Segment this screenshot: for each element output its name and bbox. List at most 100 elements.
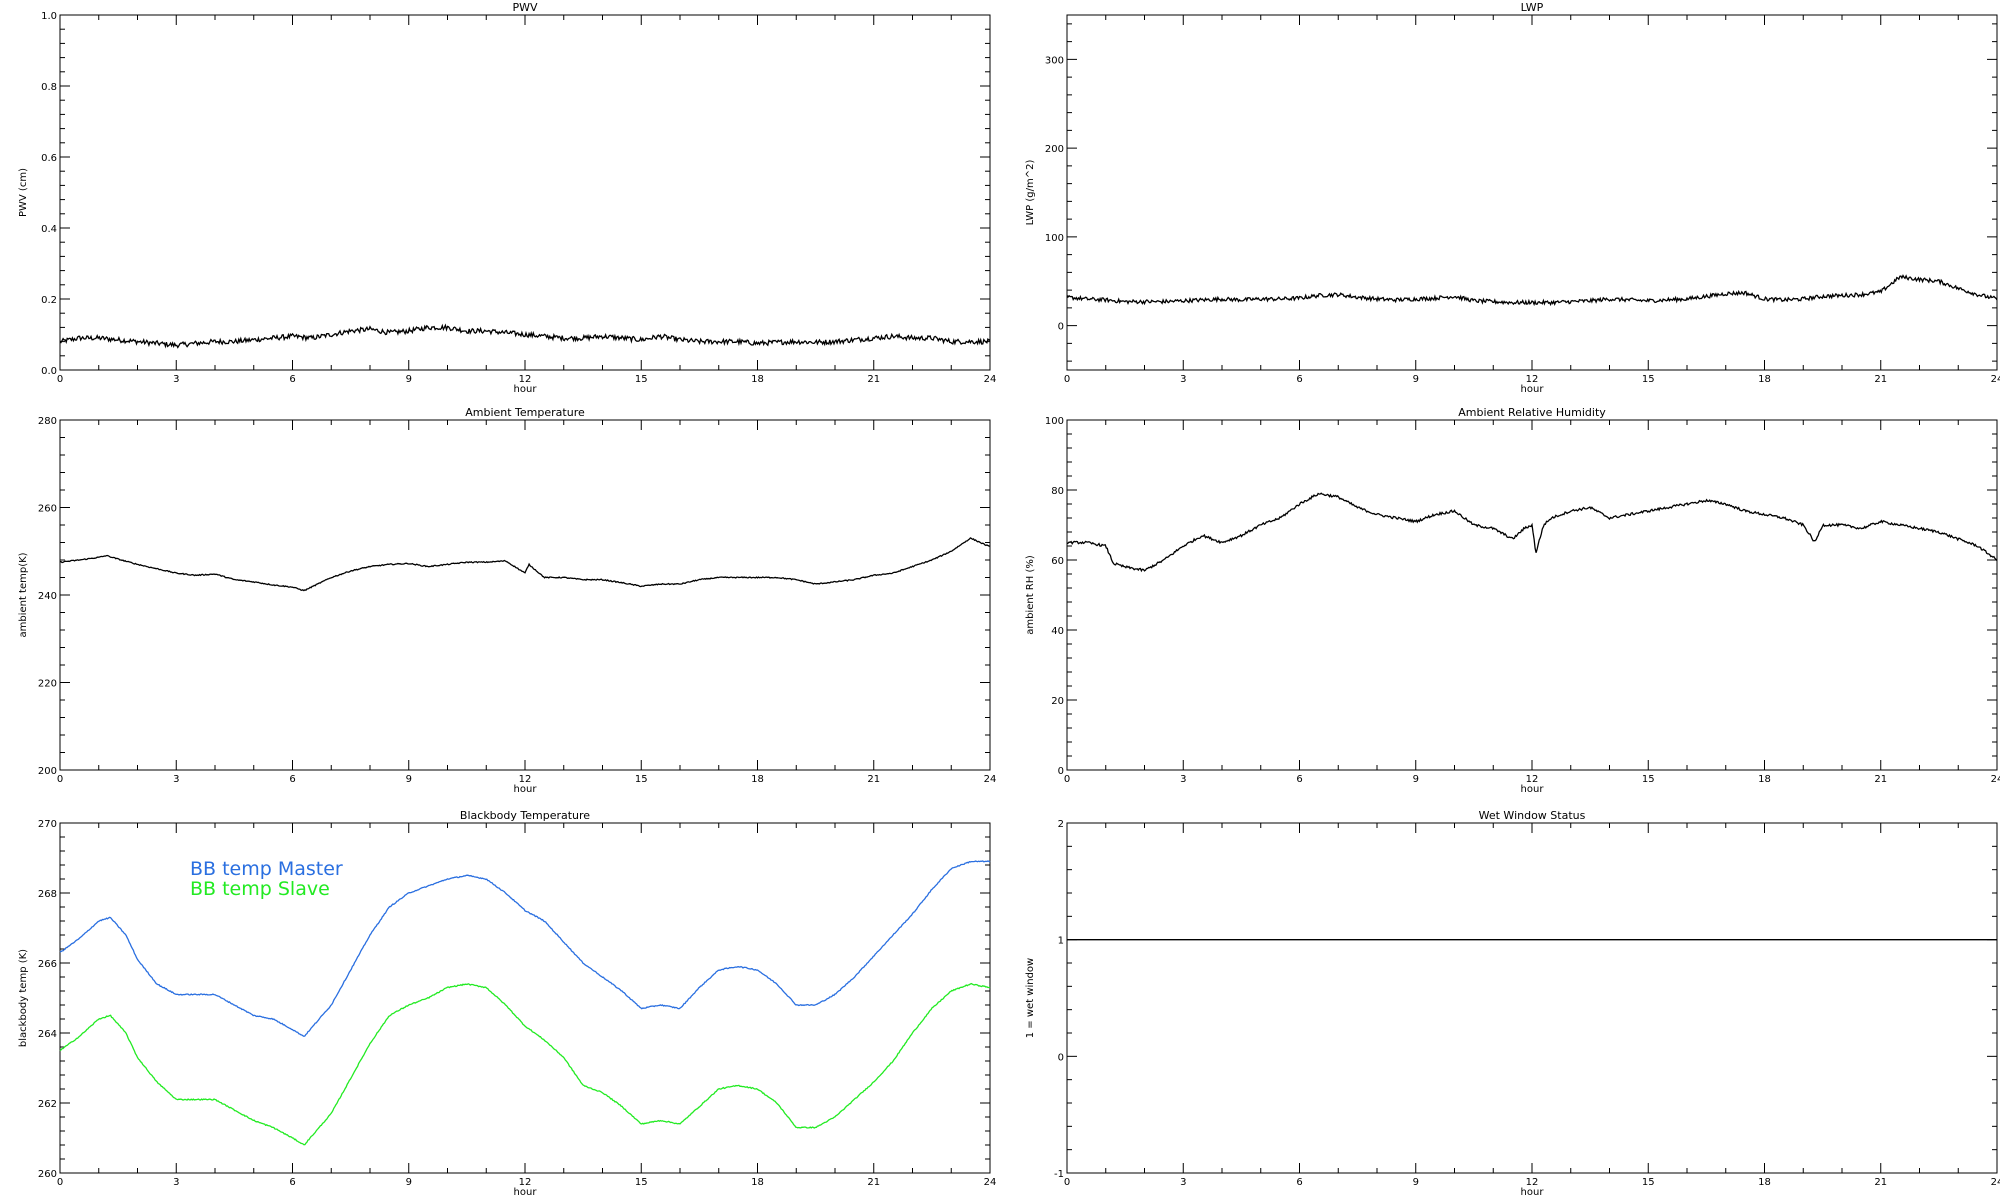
x-tick-label: 21 bbox=[1874, 774, 1887, 785]
series-line-lwp bbox=[1066, 274, 1998, 307]
x-tick-label: 24 bbox=[1991, 1177, 2000, 1188]
chart-title: Wet Window Status bbox=[1479, 809, 1586, 822]
chart-panel-ambient-temp: Ambient Temperature 0 3 6 9 12 15 18 21 24 hour 200… bbox=[18, 406, 996, 795]
series-line-bb-temp-master bbox=[59, 860, 991, 1038]
x-tick-label: 15 bbox=[1642, 774, 1655, 785]
y-tick-label: 268 bbox=[38, 889, 57, 900]
x-axis-title: hour bbox=[514, 384, 538, 395]
series-line-bb-temp-slave bbox=[59, 982, 991, 1146]
x-tick-label: 3 bbox=[1180, 774, 1186, 785]
x-tick-label: 12 bbox=[519, 774, 532, 785]
legend-entry: BB temp Slave bbox=[190, 878, 330, 900]
x-tick-label: 15 bbox=[1642, 374, 1655, 385]
chart-panel-pwv: PWV 0 3 6 9 12 15 18 21 24 hour 0.0 0.2 0.4 0.6 0.8 1.0 P… bbox=[18, 1, 996, 395]
x-axis-title: hour bbox=[1521, 1187, 1545, 1198]
x-axis-title: hour bbox=[514, 784, 538, 795]
y-tick-label: 200 bbox=[1045, 144, 1064, 155]
x-tick-label: 6 bbox=[1296, 1177, 1302, 1188]
plot-frame bbox=[1066, 419, 1998, 771]
plot-frame bbox=[59, 419, 991, 771]
chart-title: Ambient Temperature bbox=[465, 406, 585, 419]
y-axis-title: blackbody temp (K) bbox=[18, 949, 29, 1047]
chart-panel-wet-window: Wet Window Status03691215182124hour-1012… bbox=[1025, 809, 2000, 1198]
x-tick-label: 24 bbox=[984, 1177, 997, 1188]
legend-entry: BB temp Master bbox=[190, 858, 343, 880]
x-tick-label: 21 bbox=[1874, 1177, 1887, 1188]
y-tick-label: 260 bbox=[38, 1169, 57, 1180]
y-tick-label: 0 bbox=[1058, 766, 1064, 777]
y-tick-label: 0.2 bbox=[41, 295, 57, 306]
y-tick-label: 270 bbox=[38, 819, 57, 830]
x-tick-label: 3 bbox=[1180, 1177, 1186, 1188]
y-tick-label: 60 bbox=[1051, 556, 1064, 567]
y-tick-label: 80 bbox=[1051, 486, 1064, 497]
y-tick-label: 40 bbox=[1051, 626, 1064, 637]
y-tick-label: 260 bbox=[38, 504, 57, 515]
x-tick-label: 18 bbox=[751, 1177, 764, 1188]
x-tick-label: 21 bbox=[867, 774, 880, 785]
x-tick-label: 24 bbox=[1991, 774, 2000, 785]
x-axis-title: hour bbox=[1521, 384, 1545, 395]
y-tick-label: 0.0 bbox=[41, 366, 57, 377]
y-axis-title: ambient RH (%) bbox=[1025, 555, 1036, 635]
x-tick-label: 18 bbox=[1758, 774, 1771, 785]
y-tick-label: -1 bbox=[1054, 1169, 1064, 1180]
plot-frame bbox=[1066, 14, 1998, 371]
x-tick-label: 24 bbox=[1991, 374, 2000, 385]
y-tick-label: 240 bbox=[38, 591, 57, 602]
y-tick-label: 0 bbox=[1058, 1052, 1064, 1063]
y-axis-title: ambient temp(K) bbox=[18, 552, 29, 637]
series-line-ambient-rh bbox=[1066, 492, 1998, 573]
x-tick-label: 9 bbox=[1413, 1177, 1419, 1188]
chart-panel-ambient-rh: Ambient Relative Humidity 0 3 6 9 12 15 18 21 24 h… bbox=[1025, 406, 2000, 795]
x-tick-label: 12 bbox=[1526, 374, 1539, 385]
x-tick-label: 3 bbox=[173, 374, 179, 385]
x-tick-label: 21 bbox=[867, 1177, 880, 1188]
y-tick-label: 266 bbox=[38, 959, 57, 970]
x-tick-label: 15 bbox=[635, 374, 648, 385]
plot-frame bbox=[59, 14, 991, 371]
chart-title: Blackbody Temperature bbox=[460, 809, 590, 822]
x-tick-label: 9 bbox=[1413, 374, 1419, 385]
x-tick-label: 0 bbox=[57, 1177, 63, 1188]
x-tick-label: 21 bbox=[1874, 374, 1887, 385]
x-tick-label: 0 bbox=[1064, 774, 1070, 785]
x-tick-label: 0 bbox=[1064, 1177, 1070, 1188]
x-tick-label: 12 bbox=[1526, 1177, 1539, 1188]
y-tick-label: 100 bbox=[1045, 416, 1064, 427]
chart-panel-lwp: LWP 0 3 6 9 12 15 18 21 24 hour 0 100 200 300 LWP (g/m^… bbox=[1025, 1, 2000, 395]
series-line-ambient-temp bbox=[60, 537, 991, 592]
x-tick-label: 0 bbox=[57, 374, 63, 385]
y-tick-label: 264 bbox=[38, 1029, 57, 1040]
y-axis-title: 1 = wet window bbox=[1025, 958, 1036, 1038]
y-tick-label: 200 bbox=[38, 766, 57, 777]
x-tick-label: 15 bbox=[1642, 1177, 1655, 1188]
y-tick-label: 0.4 bbox=[41, 224, 57, 235]
x-tick-label: 18 bbox=[751, 374, 764, 385]
x-tick-label: 9 bbox=[406, 374, 412, 385]
y-axis-title: PWV (cm) bbox=[18, 168, 29, 217]
x-tick-label: 6 bbox=[1296, 374, 1302, 385]
x-tick-label: 0 bbox=[1064, 374, 1070, 385]
x-tick-label: 18 bbox=[1758, 374, 1771, 385]
x-tick-label: 6 bbox=[289, 774, 295, 785]
y-tick-label: 0 bbox=[1058, 322, 1064, 333]
x-tick-label: 9 bbox=[1413, 774, 1419, 785]
y-tick-label: 1.0 bbox=[41, 11, 57, 22]
x-axis-title: hour bbox=[514, 1187, 538, 1198]
x-tick-label: 21 bbox=[867, 374, 880, 385]
y-tick-label: 220 bbox=[38, 679, 57, 690]
x-tick-label: 18 bbox=[751, 774, 764, 785]
x-tick-label: 12 bbox=[519, 374, 532, 385]
x-tick-label: 15 bbox=[635, 774, 648, 785]
y-axis-title: LWP (g/m^2) bbox=[1025, 160, 1036, 226]
y-tick-label: 2 bbox=[1058, 819, 1064, 830]
x-axis-title: hour bbox=[1521, 784, 1545, 795]
x-tick-label: 9 bbox=[406, 1177, 412, 1188]
chart-title: LWP bbox=[1521, 1, 1544, 14]
y-tick-label: 1 bbox=[1058, 936, 1064, 947]
x-tick-label: 6 bbox=[1296, 774, 1302, 785]
x-tick-label: 12 bbox=[1526, 774, 1539, 785]
x-tick-label: 3 bbox=[173, 774, 179, 785]
